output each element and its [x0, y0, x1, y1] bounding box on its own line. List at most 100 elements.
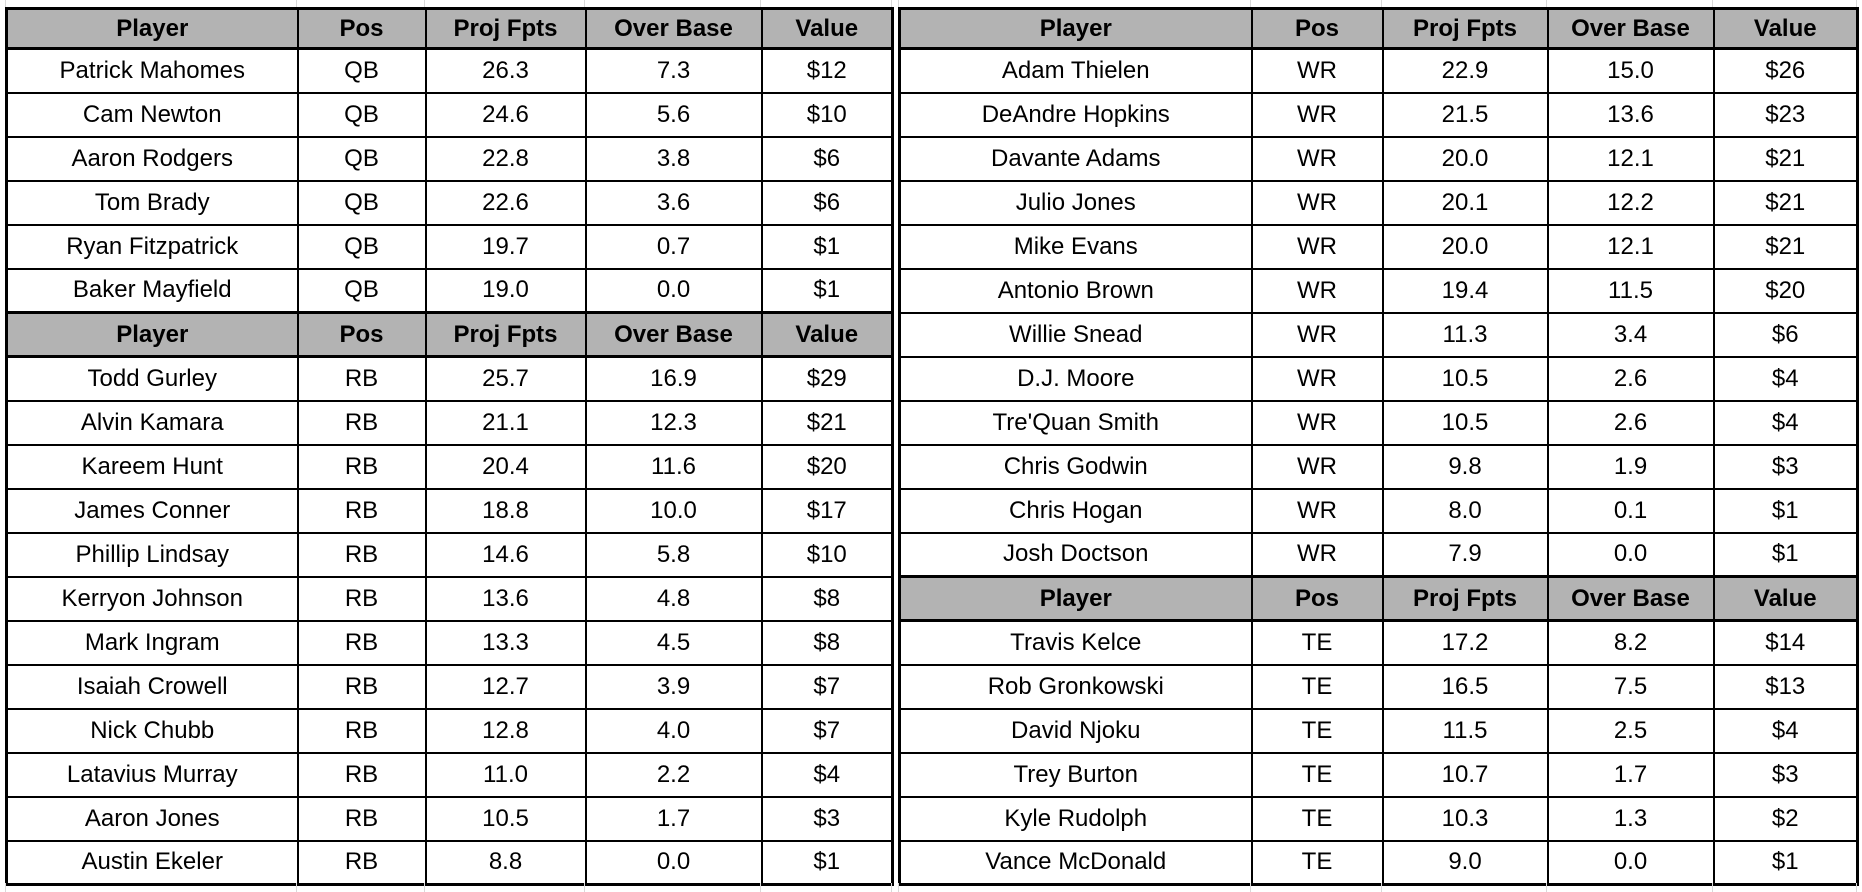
value-cell: $21	[1712, 135, 1859, 182]
pos-cell: WR	[1250, 311, 1384, 358]
pos-cell: QB	[296, 135, 427, 182]
column-header-player: Player	[5, 7, 299, 50]
over-base-cell: 2.6	[1546, 355, 1715, 402]
column-header-proj-fpts: Proj Fpts	[424, 7, 587, 50]
over-base-cell: 11.5	[1546, 267, 1715, 314]
proj-fpts-cell: 14.6	[424, 531, 587, 578]
value-cell: $20	[1712, 267, 1859, 314]
value-cell: $6	[1712, 311, 1859, 358]
pos-cell: RB	[296, 443, 427, 490]
table-row: Willie Snead WR 11.3 3.4 $6	[898, 311, 1859, 358]
pos-cell: TE	[1250, 619, 1384, 666]
over-base-cell: 12.2	[1546, 179, 1715, 226]
table-row: Chris Godwin WR 9.8 1.9 $3	[898, 443, 1859, 490]
table-row: Todd Gurley RB 25.7 16.9 $29	[5, 355, 894, 402]
over-base-cell: 0.0	[1546, 839, 1715, 886]
margin-gridline	[1856, 0, 1857, 7]
proj-fpts-cell: 20.0	[1381, 135, 1549, 182]
player-cell: Chris Hogan	[898, 487, 1253, 534]
margin-gridline	[424, 0, 425, 7]
table-row: Nick Chubb RB 12.8 4.0 $7	[5, 707, 894, 754]
over-base-cell: 0.0	[584, 267, 763, 314]
pos-cell: RB	[296, 707, 427, 754]
pos-cell: WR	[1250, 223, 1384, 270]
margin-gridline	[760, 883, 761, 892]
margin-gridline	[891, 883, 892, 892]
proj-fpts-cell: 19.7	[424, 223, 587, 270]
over-base-cell: 0.0	[584, 839, 763, 886]
over-base-cell: 10.0	[584, 487, 763, 534]
margin-gridline	[424, 883, 425, 892]
table-row: Cam Newton QB 24.6 5.6 $10	[5, 91, 894, 138]
proj-fpts-cell: 7.9	[1381, 531, 1549, 578]
margin-gridline	[1250, 0, 1251, 7]
proj-fpts-cell: 19.4	[1381, 267, 1549, 314]
column-header-proj-fpts: Proj Fpts	[1381, 7, 1549, 50]
proj-fpts-cell: 26.3	[424, 47, 587, 94]
value-cell: $1	[760, 267, 894, 314]
table-row: Adam Thielen WR 22.9 15.0 $26	[898, 47, 1859, 94]
margin-gridline	[1381, 0, 1382, 7]
table-row: Vance McDonald TE 9.0 0.0 $1	[898, 839, 1859, 886]
proj-fpts-cell: 20.0	[1381, 223, 1549, 270]
proj-fpts-cell: 10.5	[424, 795, 587, 842]
column-header-player: Player	[898, 7, 1253, 50]
over-base-cell: 0.1	[1546, 487, 1715, 534]
over-base-cell: 1.7	[1546, 751, 1715, 798]
table-row: Aaron Jones RB 10.5 1.7 $3	[5, 795, 894, 842]
proj-fpts-cell: 17.2	[1381, 619, 1549, 666]
pos-cell: QB	[296, 179, 427, 226]
column-header-over-base: Over Base	[1546, 575, 1715, 622]
value-cell: $17	[760, 487, 894, 534]
margin-gridline	[5, 0, 6, 7]
header-row-wr: Player Pos Proj Fpts Over Base Value	[898, 7, 1859, 50]
header-row-rb: Player Pos Proj Fpts Over Base Value	[5, 311, 894, 358]
player-cell: Davante Adams	[898, 135, 1253, 182]
player-cell: Willie Snead	[898, 311, 1253, 358]
pos-cell: RB	[296, 619, 427, 666]
proj-fpts-cell: 9.8	[1381, 443, 1549, 490]
proj-fpts-cell: 20.1	[1381, 179, 1549, 226]
player-cell: Josh Doctson	[898, 531, 1253, 578]
player-cell: Kyle Rudolph	[898, 795, 1253, 842]
over-base-cell: 7.5	[1546, 663, 1715, 710]
pos-cell: WR	[1250, 487, 1384, 534]
pos-cell: QB	[296, 223, 427, 270]
value-cell: $1	[760, 223, 894, 270]
value-cell: $3	[760, 795, 894, 842]
table-row: D.J. Moore WR 10.5 2.6 $4	[898, 355, 1859, 402]
pos-cell: TE	[1250, 795, 1384, 842]
header-row-qb: Player Pos Proj Fpts Over Base Value	[5, 7, 894, 50]
table-row: Aaron Rodgers QB 22.8 3.8 $6	[5, 135, 894, 182]
player-cell: Antonio Brown	[898, 267, 1253, 314]
over-base-cell: 3.6	[584, 179, 763, 226]
column-header-value: Value	[1712, 7, 1859, 50]
over-base-cell: 15.0	[1546, 47, 1715, 94]
proj-fpts-cell: 10.7	[1381, 751, 1549, 798]
margin-gridline	[898, 0, 899, 7]
table-row: Chris Hogan WR 8.0 0.1 $1	[898, 487, 1859, 534]
over-base-cell: 11.6	[584, 443, 763, 490]
margin-gridline	[296, 0, 297, 7]
player-cell: Kerryon Johnson	[5, 575, 299, 622]
column-header-over-base: Over Base	[584, 7, 763, 50]
value-cell: $13	[1712, 663, 1859, 710]
player-cell: Julio Jones	[898, 179, 1253, 226]
over-base-cell: 1.9	[1546, 443, 1715, 490]
proj-fpts-cell: 8.0	[1381, 487, 1549, 534]
column-header-pos: Pos	[296, 7, 427, 50]
over-base-cell: 3.8	[584, 135, 763, 182]
player-cell: Patrick Mahomes	[5, 47, 299, 94]
value-cell: $8	[760, 575, 894, 622]
over-base-cell: 12.1	[1546, 135, 1715, 182]
value-cell: $3	[1712, 751, 1859, 798]
player-cell: D.J. Moore	[898, 355, 1253, 402]
table-row: Tre'Quan Smith WR 10.5 2.6 $4	[898, 399, 1859, 446]
projections-table-wr-te: Player Pos Proj Fpts Over Base Value Adam Thi…	[898, 7, 1859, 886]
player-cell: Mike Evans	[898, 223, 1253, 270]
pos-cell: TE	[1250, 751, 1384, 798]
player-cell: Latavius Murray	[5, 751, 299, 798]
margin-gridline	[1546, 883, 1547, 892]
proj-fpts-cell: 25.7	[424, 355, 587, 402]
over-base-cell: 0.7	[584, 223, 763, 270]
